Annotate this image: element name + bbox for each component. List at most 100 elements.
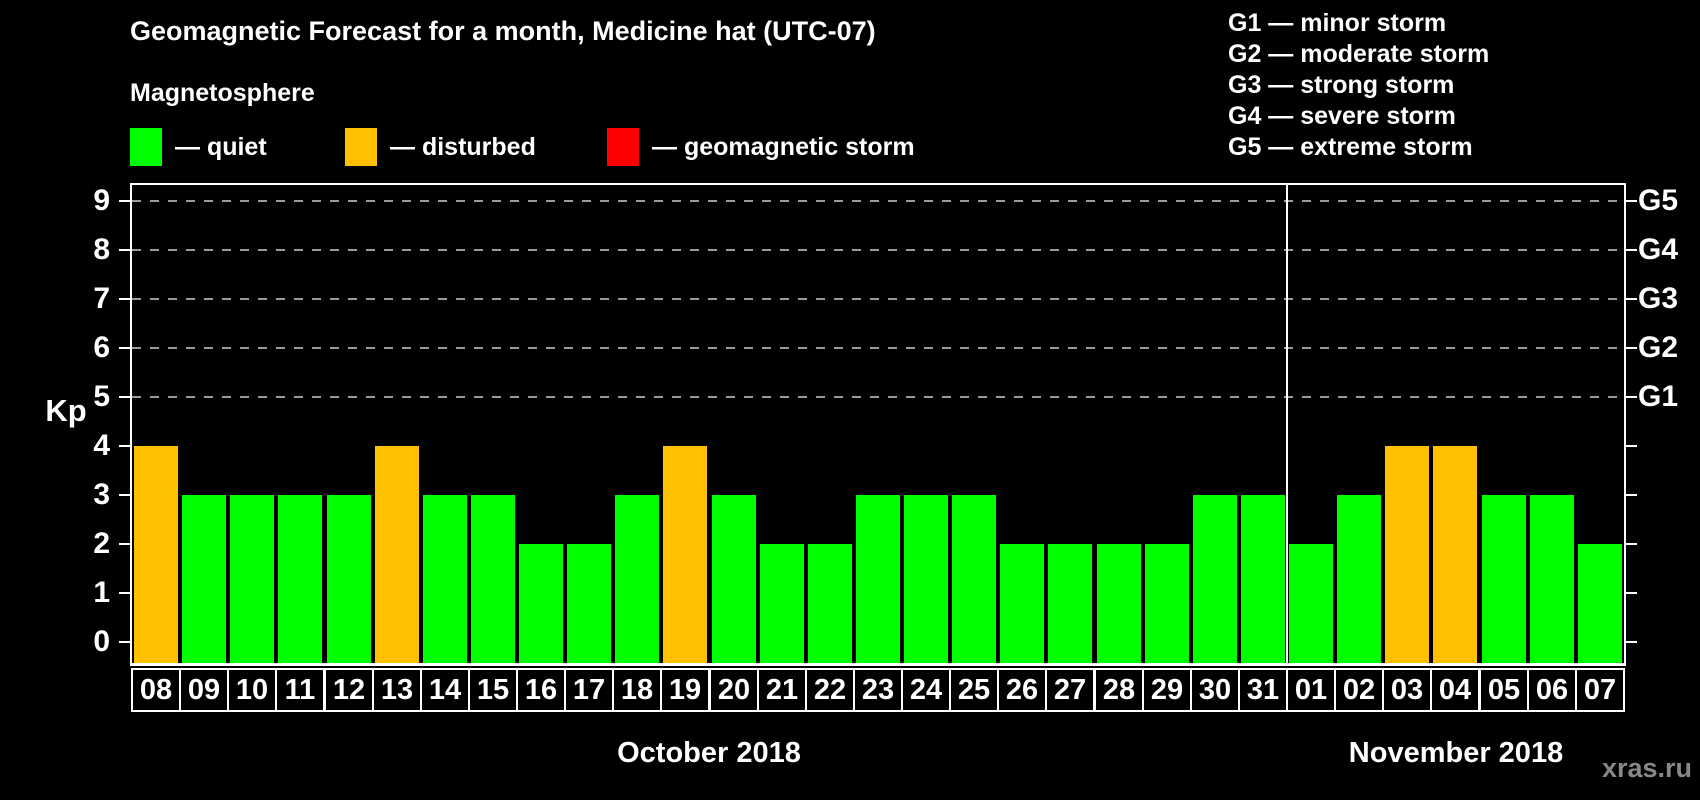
month-label-october: October 2018	[617, 737, 801, 769]
bar-day-22	[808, 544, 852, 663]
y-axis-label-8: 8	[93, 233, 110, 266]
storm-scale-g5: G5 — extreme storm	[1228, 133, 1473, 161]
legend-quiet-label: — quiet	[175, 132, 267, 161]
bar-day-06	[1530, 495, 1574, 663]
y-axis-label-5: 5	[93, 380, 110, 413]
y-tick-right-0	[1626, 641, 1637, 643]
bar-day-18	[615, 495, 659, 663]
day-label-03: 03	[1382, 668, 1432, 712]
bar-day-04	[1433, 446, 1477, 663]
month-separator	[1286, 185, 1288, 663]
day-label-28: 28	[1094, 668, 1144, 712]
bar-day-29	[1145, 544, 1189, 663]
y-tick-left-2	[119, 543, 130, 545]
storm-scale-g3: G3 — strong storm	[1228, 71, 1455, 99]
y-tick-left-8	[119, 249, 130, 251]
day-label-06: 06	[1527, 668, 1577, 712]
bar-day-23	[856, 495, 900, 663]
day-label-07: 07	[1575, 668, 1625, 712]
legend-disturbed-label: — disturbed	[390, 132, 536, 161]
g-scale-label-g3: G3	[1638, 282, 1679, 315]
day-label-31: 31	[1238, 668, 1288, 712]
storm-scale-g2: G2 — moderate storm	[1228, 40, 1490, 68]
y-tick-right-5	[1626, 396, 1637, 398]
y-axis-label-9: 9	[93, 184, 110, 217]
day-label-19: 19	[660, 668, 710, 712]
y-tick-left-7	[119, 298, 130, 300]
y-tick-left-1	[119, 592, 130, 594]
storm-scale-legend: G1 — minor storm G2 — moderate storm G3 …	[1228, 8, 1489, 163]
day-label-02: 02	[1334, 668, 1384, 712]
y-tick-left-5	[119, 396, 130, 398]
day-label-30: 30	[1190, 668, 1240, 712]
day-label-15: 15	[468, 668, 518, 712]
bar-day-20	[712, 495, 756, 663]
bar-day-01	[1289, 544, 1333, 663]
y-tick-right-4	[1626, 445, 1637, 447]
bar-day-15	[471, 495, 515, 663]
bar-day-02	[1337, 495, 1381, 663]
day-label-22: 22	[805, 668, 855, 712]
day-label-26: 26	[997, 668, 1047, 712]
gridline-kp7	[132, 298, 1624, 300]
day-label-10: 10	[227, 668, 277, 712]
day-label-27: 27	[1045, 668, 1095, 712]
bar-day-17	[567, 544, 611, 663]
gridline-kp9	[132, 200, 1624, 202]
bar-day-25	[952, 495, 996, 663]
y-tick-left-6	[119, 347, 130, 349]
y-tick-left-0	[119, 641, 130, 643]
day-label-25: 25	[949, 668, 999, 712]
bar-day-13	[375, 446, 419, 663]
disturbed-color-swatch	[345, 128, 377, 166]
bar-day-07	[1578, 544, 1622, 663]
bar-day-12	[327, 495, 371, 663]
day-label-23: 23	[853, 668, 903, 712]
day-label-17: 17	[564, 668, 614, 712]
bar-day-10	[230, 495, 274, 663]
g-scale-label-g2: G2	[1638, 331, 1679, 364]
quiet-color-swatch	[130, 128, 162, 166]
day-label-09: 09	[179, 668, 229, 712]
day-label-08: 08	[131, 668, 181, 712]
bar-day-19	[663, 446, 707, 663]
day-label-29: 29	[1142, 668, 1192, 712]
bar-day-14	[423, 495, 467, 663]
day-label-01: 01	[1286, 668, 1336, 712]
y-tick-right-6	[1626, 347, 1637, 349]
bar-day-31	[1241, 495, 1285, 663]
bar-day-05	[1482, 495, 1526, 663]
y-axis-label-3: 3	[93, 478, 110, 511]
legend-item-quiet: — quiet	[130, 127, 267, 167]
bar-day-21	[760, 544, 804, 663]
gridline-kp5	[132, 396, 1624, 398]
y-tick-right-1	[1626, 592, 1637, 594]
y-tick-right-7	[1626, 298, 1637, 300]
gridline-kp6	[132, 347, 1624, 349]
y-axis-label-7: 7	[93, 282, 110, 315]
y-tick-right-9	[1626, 200, 1637, 202]
y-axis-label-4: 4	[93, 429, 110, 462]
day-label-16: 16	[516, 668, 566, 712]
day-label-18: 18	[612, 668, 662, 712]
plot-area: 0 1 2 3 4 5 6 7 8 9 G1 G2 G3 G4 G5	[93, 183, 1678, 666]
g-scale-label-g1: G1	[1638, 380, 1679, 413]
y-tick-right-3	[1626, 494, 1637, 496]
bar-day-11	[278, 495, 322, 663]
y-axis-label-1: 1	[93, 576, 110, 609]
day-label-20: 20	[709, 668, 759, 712]
day-label-row: 08 09 10 11 12 13 14 15 16 17 18 19 20 21 22 23 24 25 26 27…	[131, 668, 1625, 716]
y-tick-left-9	[119, 200, 130, 202]
watermark: xras.ru	[1601, 753, 1692, 783]
page-title: Geomagnetic Forecast for a month, Medici…	[130, 16, 876, 46]
day-label-13: 13	[372, 668, 422, 712]
day-label-21: 21	[757, 668, 807, 712]
y-tick-right-2	[1626, 543, 1637, 545]
y-axis-label-0: 0	[93, 625, 110, 658]
day-label-04: 04	[1430, 668, 1480, 712]
legend-item-disturbed: — disturbed	[345, 127, 536, 167]
magnetosphere-label: Magnetosphere	[130, 79, 315, 107]
bar-day-08	[134, 446, 178, 663]
y-tick-left-3	[119, 494, 130, 496]
